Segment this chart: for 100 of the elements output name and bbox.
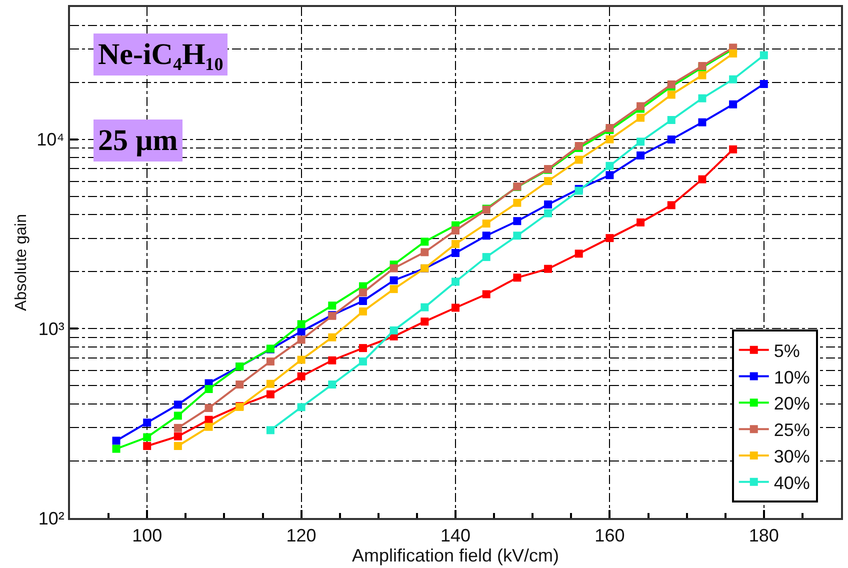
point	[390, 326, 398, 334]
point	[420, 238, 429, 246]
point	[667, 201, 676, 210]
point	[760, 51, 768, 60]
point	[574, 250, 583, 258]
point	[266, 357, 274, 366]
x-tick-label: 100	[132, 526, 162, 546]
point	[390, 264, 398, 272]
point	[452, 240, 460, 248]
point	[297, 320, 306, 328]
point	[266, 380, 274, 388]
point	[174, 400, 182, 409]
point	[452, 249, 460, 257]
x-tick-label: 140	[440, 526, 471, 546]
point	[606, 171, 614, 180]
point	[667, 136, 676, 144]
point	[297, 356, 306, 364]
point	[174, 442, 182, 450]
point	[729, 50, 738, 58]
point	[606, 234, 614, 242]
point	[452, 278, 460, 286]
point	[174, 432, 182, 440]
point	[636, 151, 645, 160]
legend-label: 20%	[774, 394, 810, 414]
annotation: Ne-iC₄H₁₀	[98, 38, 224, 71]
point	[513, 274, 522, 282]
point	[358, 288, 367, 297]
point	[204, 422, 213, 431]
point	[606, 162, 614, 170]
x-tick-label: 120	[286, 526, 316, 546]
point	[204, 385, 213, 394]
point	[667, 80, 676, 88]
legend-label: 10%	[774, 367, 810, 388]
point	[513, 217, 522, 226]
point	[513, 232, 522, 240]
y-tick-label: 10³	[38, 318, 64, 339]
point	[544, 200, 552, 208]
point	[606, 135, 614, 144]
point	[390, 276, 398, 284]
point	[513, 198, 522, 207]
point	[482, 232, 490, 240]
point	[266, 390, 274, 398]
point	[358, 357, 367, 366]
y-tick-label: 10⁴	[36, 130, 64, 150]
point	[667, 90, 676, 99]
point	[328, 333, 336, 342]
point	[760, 80, 768, 88]
point	[143, 442, 152, 450]
point	[358, 297, 367, 305]
point	[174, 424, 182, 432]
point	[328, 356, 336, 364]
legend-label: 40%	[774, 472, 810, 493]
point	[636, 102, 645, 110]
point	[143, 418, 152, 427]
x-axis-title: Amplification field (kV/cm)	[352, 546, 560, 566]
point	[729, 100, 738, 108]
point	[452, 226, 460, 234]
point	[482, 220, 490, 228]
point	[297, 403, 306, 412]
point	[420, 318, 429, 326]
point	[482, 253, 490, 262]
legend-label: 5%	[774, 340, 800, 361]
point	[297, 327, 306, 336]
point	[606, 124, 614, 132]
point	[698, 118, 706, 126]
point	[636, 138, 645, 146]
legend-label: 30%	[774, 446, 810, 466]
point	[236, 380, 244, 389]
point	[420, 303, 429, 312]
point	[112, 444, 120, 453]
point	[667, 116, 676, 124]
point	[390, 285, 398, 294]
legend-label: 25%	[774, 420, 810, 440]
annotation: 25 µm	[98, 124, 178, 157]
point	[358, 344, 367, 352]
point	[297, 336, 306, 344]
point	[544, 177, 552, 186]
point	[729, 145, 738, 154]
point	[482, 290, 490, 298]
point	[544, 209, 552, 218]
x-tick-label: 180	[748, 526, 779, 546]
point	[204, 404, 213, 412]
point	[729, 75, 738, 84]
point	[452, 304, 460, 312]
point	[297, 372, 306, 380]
point	[328, 302, 336, 310]
y-tick-label: 10²	[38, 508, 64, 528]
x-tick-label: 160	[594, 526, 625, 546]
point	[574, 156, 583, 164]
point	[328, 380, 336, 389]
point	[698, 94, 706, 102]
point	[698, 175, 706, 184]
point	[420, 248, 429, 256]
point	[636, 114, 645, 122]
point	[174, 412, 182, 420]
point	[112, 436, 120, 445]
point	[358, 307, 367, 316]
point	[636, 218, 645, 226]
y-axis-title: Absolute gain	[13, 214, 30, 311]
point	[698, 71, 706, 80]
